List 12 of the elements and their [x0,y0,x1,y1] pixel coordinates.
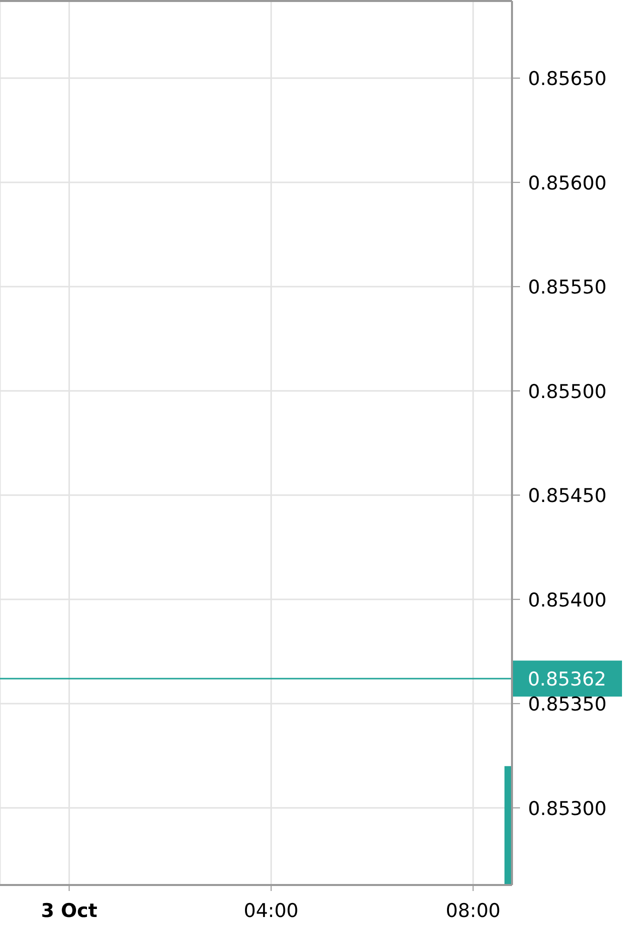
y-tick-label: 0.85600 [528,172,607,194]
y-tick-label: 0.85650 [528,68,607,90]
x-tick-label: 08:00 [446,900,501,922]
y-tick-label: 0.85300 [528,798,607,820]
y-tick-label: 0.85450 [528,485,607,508]
y-tick-label: 0.85350 [528,694,607,716]
x-tick-label: 3 Oct [41,900,98,922]
y-tick-label: 0.85400 [528,589,607,612]
y-tick-label: 0.85500 [528,380,607,403]
ref-line-label: 0.85362 [528,668,606,691]
x-tick-label: 04:00 [244,900,299,922]
y-tick-label: 0.85550 [528,276,607,299]
